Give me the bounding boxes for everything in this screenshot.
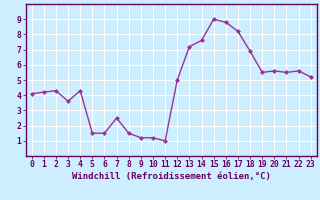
X-axis label: Windchill (Refroidissement éolien,°C): Windchill (Refroidissement éolien,°C) [72,172,271,181]
